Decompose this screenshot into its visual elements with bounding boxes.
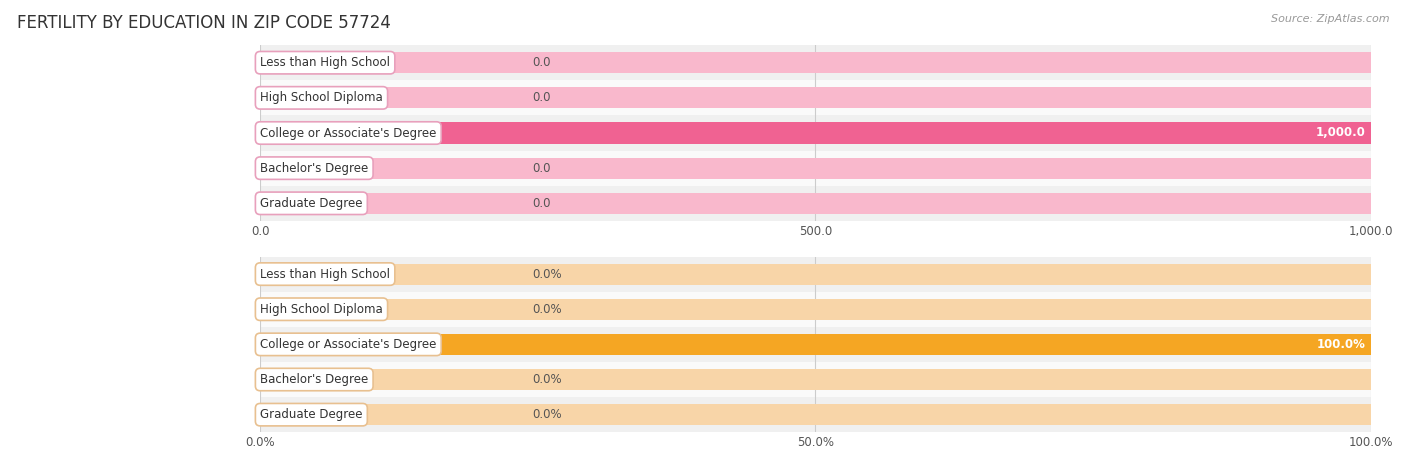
Text: 100.0%: 100.0% <box>1316 338 1365 351</box>
Text: Source: ZipAtlas.com: Source: ZipAtlas.com <box>1271 14 1389 24</box>
Bar <box>260 45 1371 80</box>
Bar <box>260 292 1371 327</box>
Text: Bachelor's Degree: Bachelor's Degree <box>260 162 368 175</box>
Text: 1,000.0: 1,000.0 <box>1316 126 1365 140</box>
Bar <box>260 397 1371 432</box>
Bar <box>260 327 1371 362</box>
Bar <box>260 115 1371 151</box>
Bar <box>260 151 1371 186</box>
Bar <box>260 299 1371 320</box>
Bar <box>260 158 1371 179</box>
Text: Bachelor's Degree: Bachelor's Degree <box>260 373 368 386</box>
Bar <box>260 369 1371 390</box>
Bar <box>260 80 1371 115</box>
Text: Less than High School: Less than High School <box>260 56 389 69</box>
Text: High School Diploma: High School Diploma <box>260 91 382 104</box>
Bar <box>260 404 1371 425</box>
Bar <box>260 256 1371 292</box>
Text: Graduate Degree: Graduate Degree <box>260 197 363 210</box>
Text: Graduate Degree: Graduate Degree <box>260 408 363 421</box>
Text: 0.0%: 0.0% <box>533 303 562 316</box>
Bar <box>260 186 1371 221</box>
Text: College or Associate's Degree: College or Associate's Degree <box>260 126 436 140</box>
Text: College or Associate's Degree: College or Associate's Degree <box>260 338 436 351</box>
Text: 0.0: 0.0 <box>533 56 551 69</box>
Bar <box>260 52 1371 73</box>
Text: 0.0%: 0.0% <box>533 373 562 386</box>
Bar <box>260 334 1371 355</box>
Text: 0.0: 0.0 <box>533 162 551 175</box>
Text: 0.0%: 0.0% <box>533 267 562 281</box>
Bar <box>260 87 1371 108</box>
Bar <box>260 264 1371 285</box>
Bar <box>260 334 1371 355</box>
Text: 0.0: 0.0 <box>533 197 551 210</box>
Text: FERTILITY BY EDUCATION IN ZIP CODE 57724: FERTILITY BY EDUCATION IN ZIP CODE 57724 <box>17 14 391 32</box>
Text: Less than High School: Less than High School <box>260 267 389 281</box>
Text: 0.0: 0.0 <box>533 91 551 104</box>
Text: 0.0%: 0.0% <box>533 408 562 421</box>
Bar <box>260 362 1371 397</box>
Text: High School Diploma: High School Diploma <box>260 303 382 316</box>
Bar <box>260 123 1371 143</box>
Bar <box>260 193 1371 214</box>
Bar <box>260 123 1371 143</box>
